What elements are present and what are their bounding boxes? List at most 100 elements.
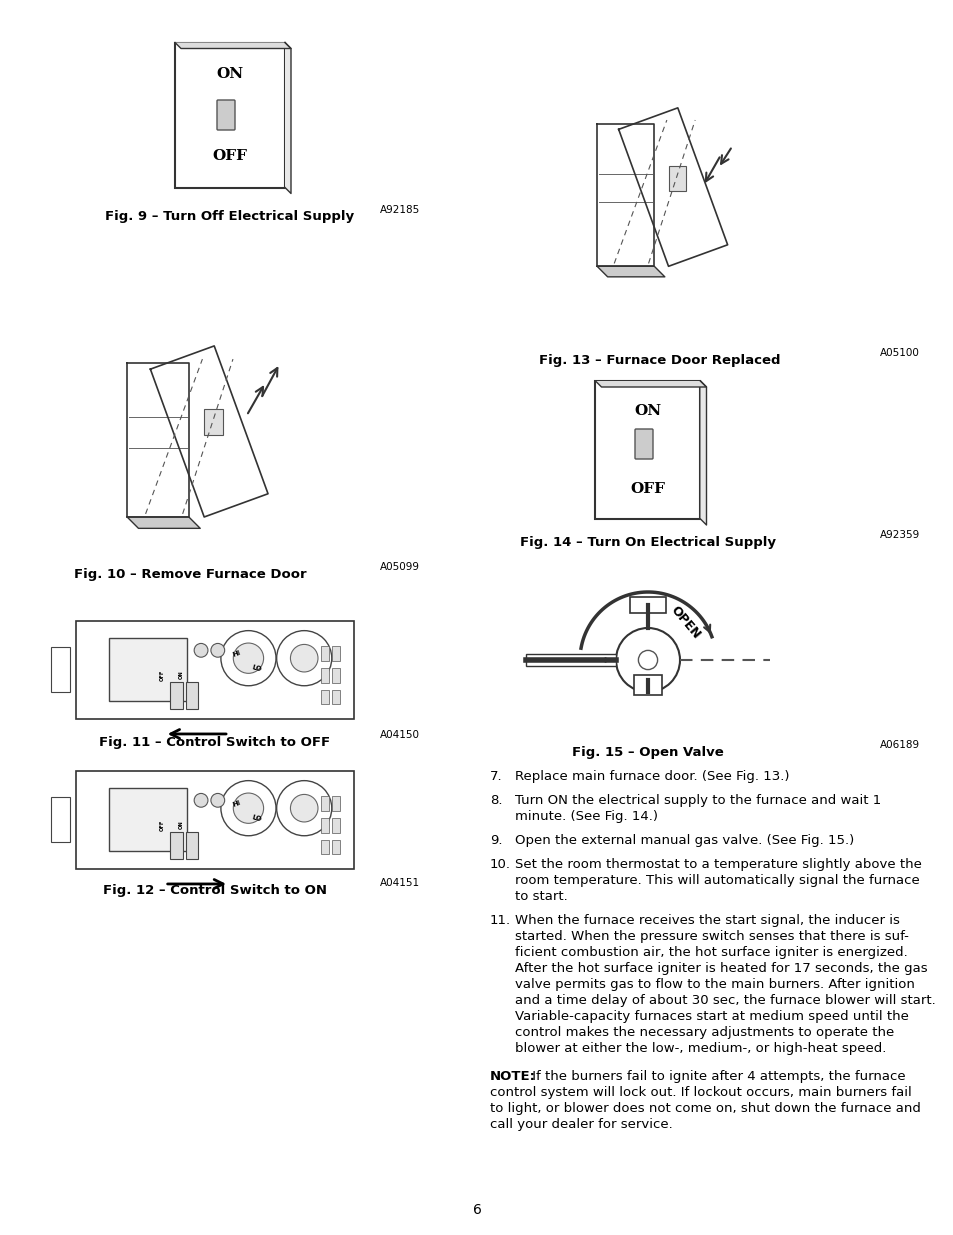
Circle shape [221,631,275,685]
Text: LO: LO [251,664,262,672]
Text: ON: ON [634,404,660,419]
Bar [171,682,183,709]
Text: ON: ON [216,68,243,82]
Polygon shape [174,42,291,48]
Text: control system will lock out. If lockout occurs, main burners fail: control system will lock out. If lockout… [490,1086,911,1099]
Circle shape [194,643,208,657]
Text: A92185: A92185 [379,205,419,215]
Circle shape [211,643,225,657]
Bar [525,655,616,666]
Bar [320,840,329,855]
Polygon shape [151,346,268,517]
Text: Fig. 9 – Turn Off Electrical Supply: Fig. 9 – Turn Off Electrical Supply [106,210,355,224]
Text: call your dealer for service.: call your dealer for service. [490,1118,672,1131]
Text: NOTE:: NOTE: [490,1070,536,1083]
Bar [332,646,340,661]
Text: control makes the necessary adjustments to operate the: control makes the necessary adjustments … [515,1026,893,1039]
Text: HI: HI [232,799,241,808]
Text: OFF: OFF [159,819,164,831]
Text: 7.: 7. [490,769,502,783]
Circle shape [290,794,317,823]
Text: ficient combustion air, the hot surface igniter is energized.: ficient combustion air, the hot surface … [515,946,907,960]
Bar [171,832,183,860]
Text: to start.: to start. [515,890,567,903]
Bar [595,382,700,519]
Text: HI: HI [232,650,241,657]
Circle shape [290,645,317,672]
Text: minute. (See Fig. 14.): minute. (See Fig. 14.) [515,810,658,823]
Bar [332,818,340,832]
Text: 11.: 11. [490,914,511,927]
Text: After the hot surface igniter is heated for 17 seconds, the gas: After the hot surface igniter is heated … [515,962,926,974]
Bar [109,637,187,701]
Text: Replace main furnace door. (See Fig. 13.): Replace main furnace door. (See Fig. 13.… [515,769,789,783]
Circle shape [276,631,332,685]
Bar [51,798,70,841]
Polygon shape [618,107,727,267]
Circle shape [221,781,275,836]
Text: When the furnace receives the start signal, the inducer is: When the furnace receives the start sign… [515,914,899,927]
Text: OPEN: OPEN [667,604,702,641]
Bar [75,621,354,719]
Bar [320,818,329,832]
Text: A05099: A05099 [379,562,419,572]
Text: Fig. 13 – Furnace Door Replaced: Fig. 13 – Furnace Door Replaced [538,354,780,367]
Bar [186,832,198,860]
Bar [332,668,340,683]
Text: blower at either the low-, medium-, or high-heat speed.: blower at either the low-, medium-, or h… [515,1042,885,1055]
Text: Turn ON the electrical supply to the furnace and wait 1: Turn ON the electrical supply to the fur… [515,794,881,806]
Polygon shape [597,267,664,277]
Circle shape [211,793,225,808]
Text: ON: ON [179,671,184,679]
Bar [51,647,70,692]
Text: 9.: 9. [490,834,502,847]
Bar [332,840,340,855]
Bar [109,788,187,851]
Circle shape [276,781,332,836]
Bar [668,165,685,190]
Circle shape [616,629,679,692]
Circle shape [233,643,263,673]
Text: If the burners fail to ignite after 4 attempts, the furnace: If the burners fail to ignite after 4 at… [527,1070,904,1083]
Bar [320,668,329,683]
Text: Set the room thermostat to a temperature slightly above the: Set the room thermostat to a temperature… [515,858,921,871]
Bar [320,689,329,704]
Bar [186,682,198,709]
Text: and a time delay of about 30 sec, the furnace blower will start.: and a time delay of about 30 sec, the fu… [515,994,935,1007]
Polygon shape [700,382,706,525]
Bar [75,771,354,869]
Circle shape [194,793,208,808]
Polygon shape [597,124,654,267]
Text: A04150: A04150 [379,730,419,740]
Text: A06189: A06189 [879,740,919,750]
Bar [204,409,223,435]
Text: ON: ON [179,820,184,829]
Polygon shape [127,363,189,517]
Text: Fig. 12 – Control Switch to ON: Fig. 12 – Control Switch to ON [103,884,327,897]
Text: Fig. 15 – Open Valve: Fig. 15 – Open Valve [572,746,723,760]
Text: Fig. 11 – Control Switch to OFF: Fig. 11 – Control Switch to OFF [99,736,331,748]
Text: to light, or blower does not come on, shut down the furnace and: to light, or blower does not come on, sh… [490,1102,920,1115]
Text: room temperature. This will automatically signal the furnace: room temperature. This will automaticall… [515,874,919,887]
Text: 6: 6 [472,1203,481,1216]
Bar [320,797,329,811]
Polygon shape [285,42,291,194]
Text: A05100: A05100 [880,348,919,358]
Text: valve permits gas to flow to the main burners. After ignition: valve permits gas to flow to the main bu… [515,978,914,990]
Bar [634,676,661,695]
Text: Fig. 10 – Remove Furnace Door: Fig. 10 – Remove Furnace Door [73,568,306,580]
Text: started. When the pressure switch senses that there is suf-: started. When the pressure switch senses… [515,930,908,944]
Text: OFF: OFF [630,482,665,495]
Text: 10.: 10. [490,858,511,871]
Bar [320,646,329,661]
Polygon shape [127,517,200,529]
Text: LO: LO [251,814,262,823]
Text: OFF: OFF [213,148,247,163]
FancyBboxPatch shape [216,100,234,130]
Text: Variable-capacity furnaces start at medium speed until the: Variable-capacity furnaces start at medi… [515,1010,908,1023]
Polygon shape [595,382,706,387]
Text: Open the external manual gas valve. (See Fig. 15.): Open the external manual gas valve. (See… [515,834,853,847]
Text: A92359: A92359 [879,530,919,540]
Bar [174,42,285,188]
FancyBboxPatch shape [635,429,652,459]
